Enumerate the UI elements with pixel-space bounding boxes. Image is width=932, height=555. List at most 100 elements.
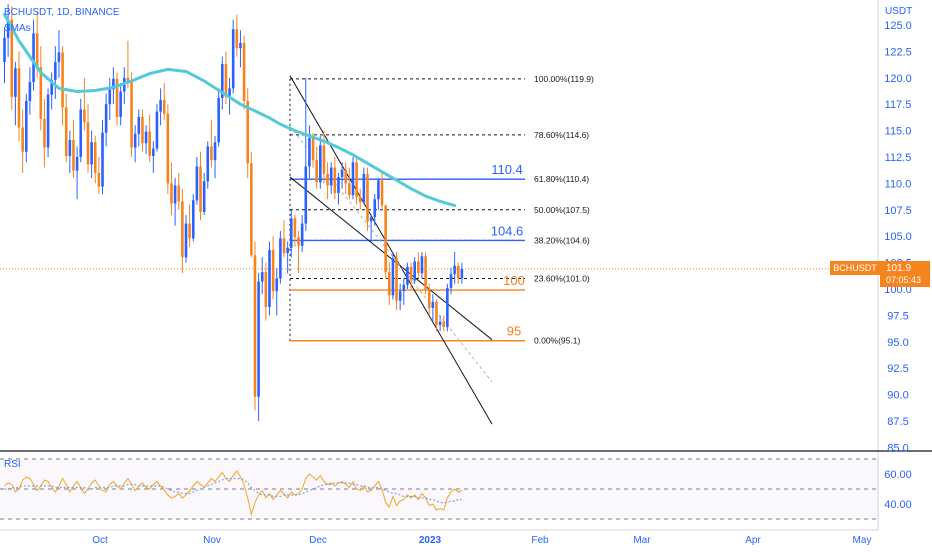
candle-body — [355, 162, 358, 198]
candle-body — [104, 104, 108, 133]
candle-body — [253, 255, 257, 397]
fib-level-label: 61.80%(110.4) — [534, 174, 589, 184]
candle-body — [289, 218, 293, 248]
candle-body — [358, 197, 362, 203]
candle-body — [57, 52, 61, 62]
candle-body — [137, 116, 141, 134]
candle-body — [351, 162, 355, 196]
candle-body — [413, 261, 416, 281]
candle-body — [322, 145, 326, 174]
candle-body — [449, 274, 453, 288]
price-tick-label: 105.0 — [884, 231, 912, 243]
sma-indicator-label[interactable]: SMAs — [4, 23, 31, 34]
candle-body — [148, 131, 151, 156]
rsi-panel — [0, 458, 878, 520]
candle-body — [224, 64, 228, 97]
candle-body — [242, 42, 246, 102]
candle-body — [6, 19, 10, 38]
candle-body — [308, 137, 311, 167]
candle-body — [28, 82, 32, 102]
candle-body — [166, 113, 170, 184]
candle-body — [177, 185, 181, 202]
candle-body — [435, 301, 438, 325]
price-tick-label: 122.5 — [884, 46, 912, 58]
candle-body — [155, 111, 159, 149]
candle-body — [90, 142, 93, 165]
candle-body — [373, 199, 377, 218]
price-tick-label: 117.5 — [885, 99, 912, 111]
horizontal-level-label: 110.4 — [491, 162, 523, 177]
channel-lower-line — [289, 176, 493, 341]
candle-body — [286, 247, 289, 254]
candle-body — [337, 177, 340, 193]
price-badge — [880, 261, 930, 287]
time-axis-label: May — [853, 535, 872, 546]
candle-body — [315, 160, 318, 183]
candle-body — [427, 289, 431, 309]
candle-body — [199, 166, 202, 212]
candle-body — [260, 272, 264, 282]
candle-body — [46, 94, 50, 148]
price-tick-label: 112.5 — [885, 152, 912, 164]
time-axis-label: Feb — [531, 535, 549, 546]
candle-body — [326, 173, 329, 186]
channel-upper-line — [289, 75, 493, 425]
candle-body — [250, 163, 253, 256]
candle-body — [195, 166, 199, 201]
candle-body — [170, 183, 173, 204]
candle-body — [21, 127, 24, 152]
candle-body — [126, 77, 130, 83]
trend-channel[interactable] — [289, 75, 493, 425]
candle-body — [264, 272, 268, 307]
candle-body — [221, 64, 224, 98]
grid — [0, 0, 932, 531]
price-badge-countdown: 07:05:43 — [886, 275, 921, 285]
candle-body — [93, 142, 97, 173]
currency-label: USDT — [885, 6, 912, 17]
price-tick-label: 95.0 — [887, 337, 908, 349]
symbol-badge-text: BCHUSDT — [833, 263, 877, 273]
candle-body — [119, 91, 122, 117]
price-tick-label: 107.5 — [884, 205, 912, 217]
candle-body — [271, 249, 275, 292]
candle-body — [231, 29, 235, 89]
candle-body — [384, 205, 387, 273]
candle-body — [141, 116, 144, 144]
time-axis-label: Mar — [633, 535, 651, 546]
candle-body — [257, 281, 260, 397]
candle-body — [344, 169, 348, 184]
candle-body — [10, 19, 14, 97]
rsi-label[interactable]: RSI — [4, 459, 21, 470]
candle-body — [417, 261, 420, 274]
candle-body — [24, 101, 28, 152]
price-tick-label: 87.5 — [887, 416, 908, 428]
candle-body — [279, 238, 282, 279]
time-axis-label: 2023 — [419, 535, 442, 546]
sma-series-line — [3, 12, 457, 208]
price-tick-label: 90.0 — [887, 390, 908, 402]
candle-body — [380, 180, 384, 206]
candle-body — [217, 97, 220, 143]
candle-body — [68, 140, 72, 156]
candle-body — [424, 256, 427, 289]
candle-body — [391, 258, 395, 296]
candle-body — [300, 223, 304, 246]
candle-body — [398, 291, 402, 301]
symbol-badge — [830, 261, 880, 275]
candle-body — [239, 42, 242, 49]
candle-body — [181, 201, 184, 258]
price-tick-label: 97.5 — [887, 310, 908, 322]
candle-body — [297, 237, 300, 246]
candles — [3, 3, 464, 421]
candle-body — [319, 145, 322, 183]
price-tick-label: 110.0 — [885, 178, 912, 190]
candle-body — [387, 272, 391, 296]
candle-body — [438, 321, 442, 325]
symbol-title[interactable]: BCHUSDT, 1D, BINANCE — [4, 7, 120, 18]
candle-body — [3, 37, 6, 62]
fib-and-levels[interactable]: 100.00%(119.9) 78.60%(114.6) 61.80%(110.4)… — [289, 74, 594, 346]
price-tick-label: 85.0 — [887, 442, 908, 454]
candle-body — [43, 118, 46, 148]
